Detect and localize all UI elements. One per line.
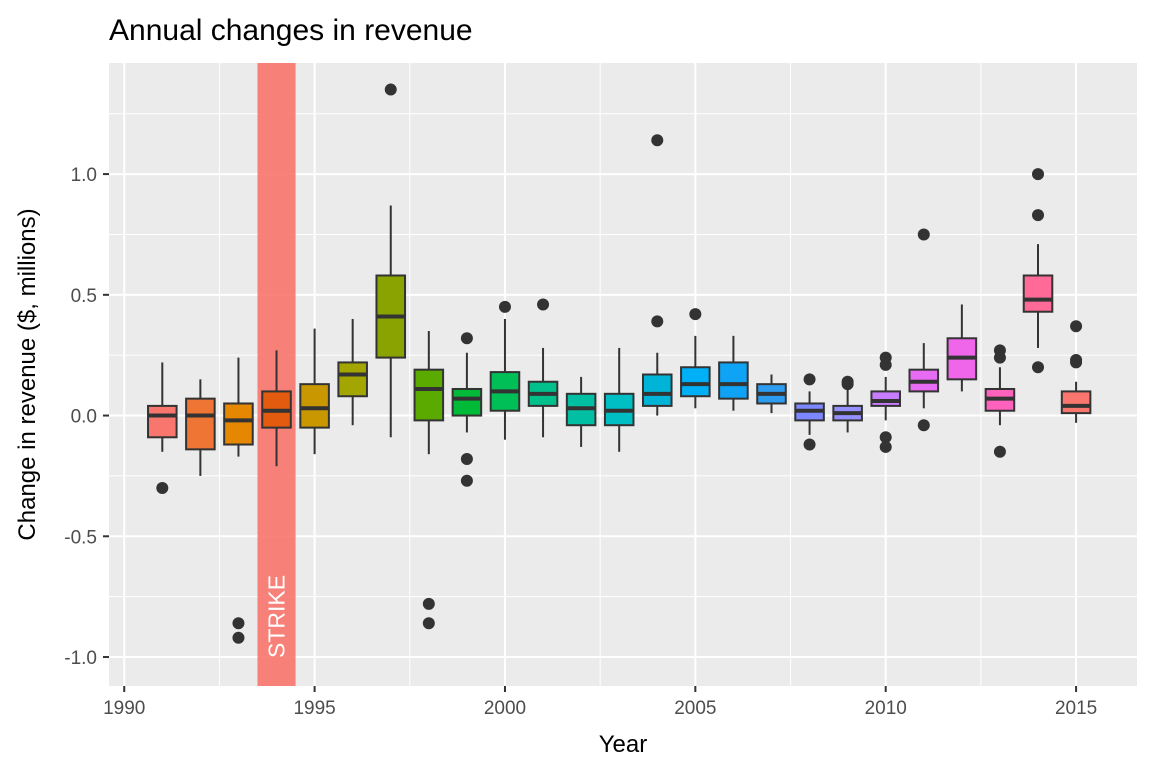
box-2009: [832, 375, 863, 433]
box-body: [680, 366, 711, 398]
y-tick-label: 0.5: [71, 286, 97, 307]
x-axis-title: Year: [599, 731, 648, 758]
box-2000: [489, 300, 521, 440]
outlier-point: [803, 373, 816, 386]
outlier-point: [232, 631, 245, 644]
box-body: [337, 361, 368, 398]
box-1991: [147, 362, 178, 494]
box-2001: [527, 298, 559, 438]
box-1995: [299, 328, 330, 455]
outlier-point: [879, 358, 892, 371]
box-2006: [718, 335, 749, 411]
outlier-point: [1070, 356, 1083, 369]
outlier-point: [879, 440, 892, 453]
y-axis: -1.0 -0.5 0.0 0.5 1.0: [64, 165, 109, 669]
box-1993: [223, 357, 254, 644]
box-series: [147, 83, 1092, 644]
outlier-point: [917, 228, 930, 241]
outlier-point: [841, 378, 854, 391]
x-tick-label: 1995: [293, 698, 335, 719]
box-2005: [680, 308, 711, 409]
outlier-point: [156, 481, 169, 494]
x-tick-label: 2005: [674, 698, 716, 719]
outlier-point: [651, 315, 664, 328]
x-tick-label: 2015: [1055, 698, 1097, 719]
outlier-point: [1032, 209, 1045, 222]
outlier-point: [460, 474, 473, 487]
box-1997: [375, 83, 407, 438]
box-2002: [565, 376, 597, 447]
outlier-point: [651, 134, 664, 147]
box-body: [185, 397, 216, 451]
outlier-point: [460, 453, 473, 466]
outlier-point: [422, 597, 435, 610]
outlier-point: [917, 419, 930, 432]
y-tick-label: 0.0: [71, 407, 97, 428]
box-body: [718, 361, 749, 400]
box-2004: [641, 134, 673, 416]
outlier-point: [689, 308, 702, 321]
box-2007: [756, 374, 787, 414]
box-2010: [870, 351, 901, 453]
x-tick-label: 2000: [484, 698, 526, 719]
outlier-point: [993, 445, 1006, 458]
box-2015: [1060, 320, 1092, 423]
y-axis-title: Change in revenue ($, millions): [14, 208, 41, 540]
outlier-point: [993, 351, 1006, 364]
box-body: [870, 390, 901, 407]
outlier-point: [460, 332, 473, 345]
box-2012: [946, 304, 978, 392]
x-tick-label: 1990: [103, 698, 145, 719]
outlier-point: [803, 438, 816, 451]
chart-title: Annual changes in revenue: [109, 14, 473, 47]
box-1994: [261, 350, 292, 467]
box-2011: [908, 228, 940, 432]
box-body: [147, 404, 178, 439]
outlier-point: [537, 298, 550, 311]
outlier-point: [498, 300, 511, 313]
box-body: [223, 402, 254, 446]
box-2014: [1022, 168, 1054, 374]
box-body: [451, 387, 483, 417]
outlier-point: [384, 83, 397, 96]
box-1992: [185, 379, 216, 476]
outlier-point: [1032, 361, 1045, 374]
box-body: [1022, 274, 1054, 313]
box-1996: [337, 318, 368, 426]
outlier-point: [879, 431, 892, 444]
box-1998: [413, 331, 445, 630]
box-1999: [451, 332, 483, 487]
box-body: [641, 373, 673, 407]
outlier-point: [232, 617, 245, 630]
outlier-point: [1032, 168, 1045, 181]
box-2013: [984, 344, 1016, 458]
x-axis: 1990 1995 2000 2005 2010 2015: [103, 686, 1097, 719]
y-tick-label: 1.0: [71, 165, 97, 186]
box-2008: [794, 373, 825, 451]
box-body: [299, 383, 330, 429]
box-body: [413, 368, 445, 422]
x-tick-label: 2010: [865, 698, 907, 719]
outlier-point: [422, 617, 435, 630]
y-tick-label: -1.0: [64, 648, 97, 669]
strike-label: STRIKE: [264, 575, 290, 658]
outlier-point: [1070, 320, 1083, 333]
box-body: [1060, 390, 1092, 415]
box-2003: [603, 347, 635, 452]
y-tick-label: -0.5: [64, 527, 97, 548]
